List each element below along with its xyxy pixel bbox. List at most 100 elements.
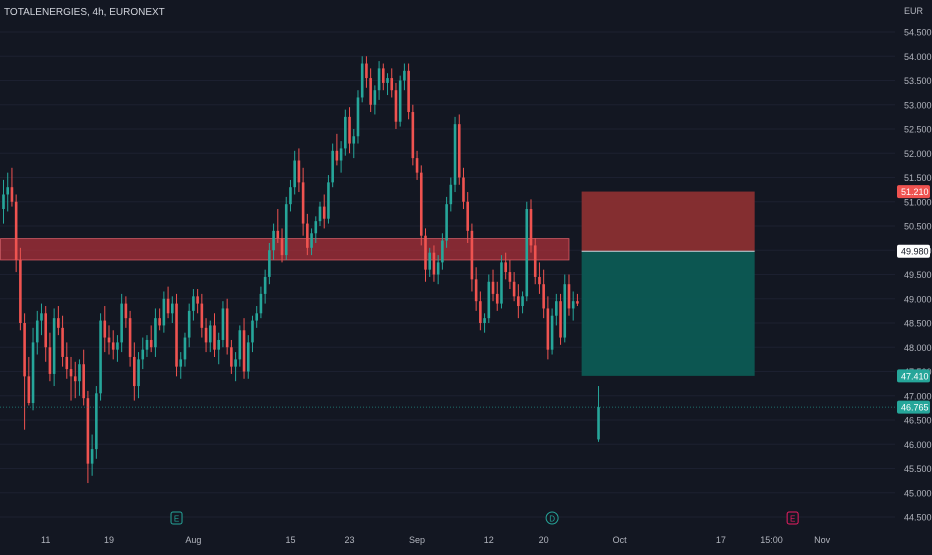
candle-body <box>200 303 204 328</box>
price-tick-label: 53.000 <box>904 100 932 110</box>
price-tick-label: 53.500 <box>904 76 932 86</box>
candle-body <box>424 235 427 270</box>
price-label-text: 51.210 <box>901 187 929 197</box>
price-tick-label: 52.500 <box>904 125 932 135</box>
candle-body <box>449 184 453 205</box>
candle-body <box>344 116 347 149</box>
candle-body <box>154 318 157 348</box>
candle <box>246 335 250 379</box>
candle <box>208 320 212 353</box>
candle <box>263 269 267 304</box>
time-tick-label: 15:00 <box>760 535 783 545</box>
candle <box>436 255 440 285</box>
candle-body <box>293 160 296 188</box>
candle <box>23 313 26 430</box>
candle-body <box>377 68 381 91</box>
time-tick-label: 20 <box>539 535 549 545</box>
candle <box>183 332 187 367</box>
candle <box>398 75 402 127</box>
price-tick-label: 44.500 <box>904 513 932 523</box>
candle <box>466 192 469 243</box>
candle <box>200 293 204 338</box>
candle <box>179 352 183 379</box>
candle <box>322 194 326 229</box>
price-tick-label: 54.000 <box>904 52 932 62</box>
price-tick-label: 46.500 <box>904 416 932 426</box>
candle-body <box>280 238 284 256</box>
candle <box>457 114 461 185</box>
candle <box>268 242 271 285</box>
candle-body <box>31 342 35 404</box>
candle <box>411 104 415 166</box>
time-tick-label: Sep <box>409 535 425 545</box>
candle <box>369 68 372 113</box>
candle <box>44 306 47 362</box>
candle <box>128 310 132 367</box>
candle-body <box>373 90 377 105</box>
candle <box>445 196 448 248</box>
candle <box>116 335 119 362</box>
currency-label: EUR <box>904 6 924 16</box>
candle-body <box>19 259 22 323</box>
candle-body <box>306 223 309 248</box>
candle <box>403 63 406 91</box>
candle-body <box>23 323 26 377</box>
candle-body <box>124 303 128 319</box>
price-tick-label: 52.000 <box>904 149 932 159</box>
candle-body <box>111 342 115 350</box>
candle <box>483 313 486 333</box>
candle-body <box>322 206 326 219</box>
candle-body <box>504 262 507 273</box>
candle-body <box>500 262 503 304</box>
candle-body <box>268 250 271 277</box>
candle <box>154 308 157 357</box>
candle <box>259 286 263 319</box>
time-tick-label: Aug <box>185 535 201 545</box>
candle-body <box>369 78 372 105</box>
candle-body <box>567 284 571 309</box>
stop-loss-zone <box>581 191 755 252</box>
candle-body <box>335 150 339 161</box>
candle <box>441 233 444 270</box>
candle <box>82 349 85 406</box>
candle-body <box>217 339 221 350</box>
time-axis[interactable]: 11 19 Aug 15 23 Sep 12 20 Oct 17 15:00 Nov E D E <box>41 511 831 545</box>
candle <box>487 274 491 323</box>
candle-body <box>571 301 575 309</box>
candle <box>525 201 529 302</box>
candle-body <box>339 148 343 161</box>
candle <box>289 179 292 212</box>
candle <box>171 296 174 323</box>
time-tick-label: 15 <box>285 535 295 545</box>
candle <box>78 359 81 396</box>
candle <box>31 327 35 411</box>
candle <box>479 291 482 331</box>
candle <box>107 325 111 355</box>
time-tick-label: 19 <box>104 535 114 545</box>
candle <box>6 172 10 212</box>
candle-body <box>428 252 432 270</box>
candle <box>512 272 516 302</box>
candle <box>462 167 465 210</box>
candle-body <box>517 296 520 307</box>
candle <box>533 238 537 285</box>
candle-body <box>179 359 183 367</box>
candle-body <box>230 347 233 367</box>
candle <box>567 274 571 316</box>
candle-body <box>403 70 406 81</box>
supply-zone <box>0 238 570 261</box>
price-label-last: 46.765 <box>897 400 930 414</box>
candle <box>19 247 22 331</box>
candle-body <box>327 182 330 219</box>
candle <box>192 289 195 321</box>
candle-body <box>183 337 187 360</box>
candle <box>449 177 453 212</box>
candle <box>175 293 178 377</box>
candle <box>419 165 423 246</box>
candle <box>166 286 170 319</box>
price-label-bg <box>897 185 930 199</box>
candle <box>559 293 562 345</box>
price-axis[interactable]: 54.500 54.000 53.500 53.000 52.500 52.000 51.5… <box>897 28 932 523</box>
